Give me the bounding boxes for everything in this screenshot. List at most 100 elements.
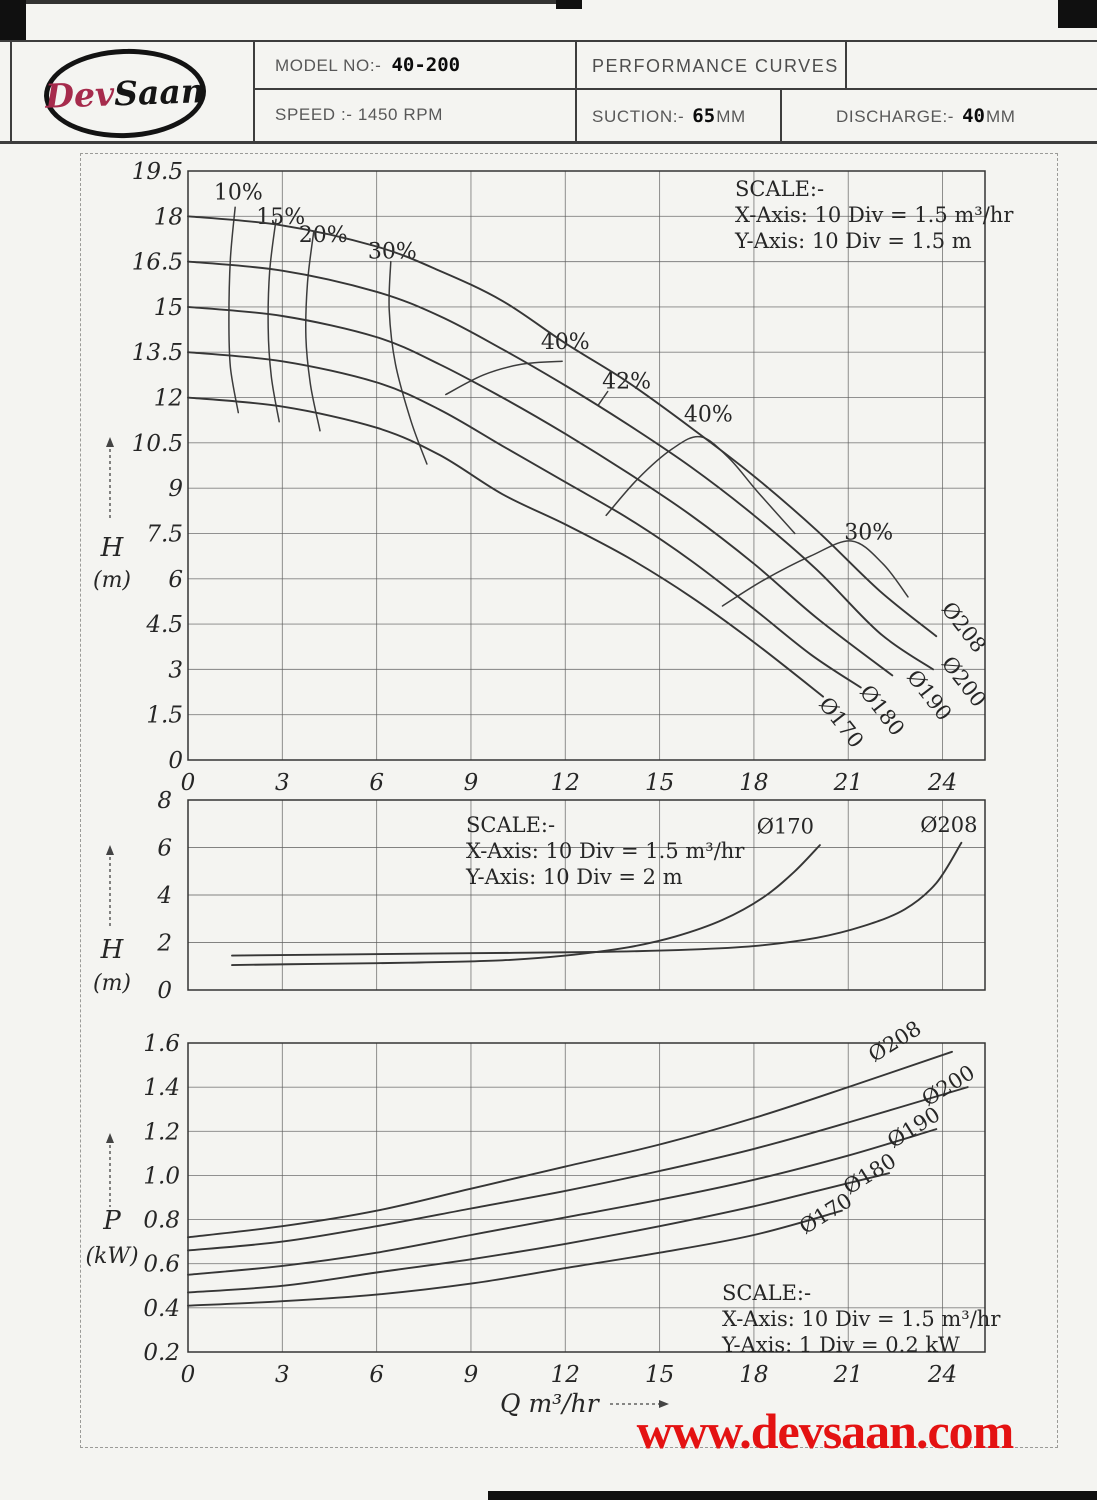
scale-note-line: X-Axis: 10 Div = 1.5 m³/hr	[466, 839, 745, 863]
suction-label: SUCTION:-	[592, 107, 685, 126]
chart-npsh: 8 6 4 2 0 Ø170 Ø208 SCALE:-X-Axis: 10 Div = 1.5…	[93, 788, 986, 1004]
plot-frame	[187, 1042, 986, 1353]
x-tick-label: 0	[181, 1362, 196, 1388]
table-border-line	[253, 88, 1097, 90]
curve-dia-208	[187, 1050, 953, 1239]
efficiency-label-eff-10: 10%	[214, 181, 263, 206]
series-label-dia-208: Ø208	[937, 597, 991, 657]
sheet-title: PERFORMANCE CURVES	[592, 56, 839, 76]
y-axis-letter: H	[100, 533, 125, 563]
discharge-value: 40	[962, 105, 985, 127]
x-tick-label: 24	[927, 770, 957, 796]
efficiency-curve-eff-40-right	[605, 435, 796, 535]
efficiency-curve-eff-42	[597, 390, 609, 406]
y-tick-label: 4.5	[145, 612, 183, 638]
efficiency-curve-eff-30-left	[388, 260, 428, 465]
y-tick-label: 9	[168, 476, 183, 502]
table-border-line	[575, 40, 577, 141]
suction-value: 65	[692, 105, 716, 127]
efficiency-curve-eff-10	[228, 206, 240, 414]
y-tick-label: 6	[168, 567, 183, 593]
y-axis-letter: P	[102, 1206, 121, 1236]
efficiency-label-eff-20: 20%	[299, 223, 348, 248]
y-axis-letter: H	[100, 935, 125, 965]
x-tick-label: 21	[833, 1362, 863, 1388]
y-tick-label: 16.5	[132, 250, 183, 276]
sheet-border	[80, 153, 1058, 1448]
x-tick-label: 21	[833, 770, 863, 796]
y-tick-label: 0	[157, 978, 172, 1004]
chart-power: 1.6 1.4 1.2 1.0 0.8 0.6 0.4 0.20 3 6 9 12 15 18 21 24 Ø2…	[85, 1016, 1001, 1418]
table-border-line	[780, 90, 782, 141]
y-tick-label: 0.4	[143, 1296, 180, 1322]
series-label-dia-208: Ø208	[920, 813, 977, 837]
curve-dia-170	[187, 1209, 843, 1307]
series-label-dia-170: Ø170	[795, 1188, 856, 1239]
y-tick-label: 6	[157, 836, 172, 862]
y-axis-unit: (m)	[93, 971, 131, 996]
x-axis-arrow-head	[659, 1400, 669, 1408]
y-tick-label: 19.5	[132, 159, 183, 185]
efficiency-label-eff-30-right: 30%	[844, 521, 893, 546]
y-axis-arrow-head	[106, 845, 114, 855]
scan-artifact	[1058, 0, 1097, 28]
y-tick-label: 15	[154, 295, 183, 321]
y-tick-label: 4	[156, 883, 172, 909]
curve-dia-180	[187, 351, 862, 689]
y-tick-label: 0.8	[143, 1208, 180, 1234]
efficiency-curve-eff-20	[305, 230, 321, 432]
y-tick-label: 0.6	[143, 1252, 180, 1278]
table-border-line	[0, 40, 1097, 42]
curve-dia-190	[187, 1128, 938, 1276]
x-tick-label: 9	[464, 1362, 479, 1388]
website-watermark: www.devsaan.com	[636, 1403, 1015, 1459]
y-tick-label: 1.5	[146, 703, 183, 729]
plot-frame	[187, 170, 986, 761]
curve-dia-208	[187, 215, 938, 638]
y-axis-unit: (kW)	[85, 1244, 138, 1269]
scan-artifact	[556, 0, 582, 9]
x-tick-label: 0	[181, 770, 196, 796]
y-tick-label: 1.6	[143, 1031, 180, 1057]
series-label-dia-170: Ø170	[757, 814, 814, 838]
y-tick-label: 12	[154, 386, 183, 412]
x-tick-label: 3	[275, 1362, 290, 1388]
y-tick-label: 0.2	[143, 1340, 180, 1366]
y-axis-arrow-head	[106, 1133, 114, 1143]
efficiency-curve-eff-15	[267, 218, 280, 423]
scale-note-line: Y-Axis: 10 Div = 2 m	[465, 865, 683, 889]
y-axis-arrow-head	[106, 437, 114, 447]
curve-dia-180	[187, 1172, 891, 1294]
x-tick-label: 15	[645, 1362, 674, 1388]
curve-dia-208	[231, 841, 963, 957]
speed-value: 1450 RPM	[357, 105, 443, 124]
x-tick-label: 18	[739, 770, 768, 796]
scale-note-line: X-Axis: 10 Div = 1.5 m³/hr	[735, 203, 1014, 227]
curve-dia-170	[187, 396, 825, 698]
y-tick-label: 0	[168, 748, 183, 774]
suction-unit: MM	[716, 107, 746, 126]
y-tick-label: 2	[156, 931, 172, 957]
speed-label: SPEED :-	[275, 105, 353, 124]
scale-note-line: X-Axis: 10 Div = 1.5 m³/hr	[722, 1307, 1001, 1331]
suction-cell: SUCTION:- 65MM	[592, 105, 746, 127]
speed-cell: SPEED :- 1450 RPM	[275, 105, 443, 125]
y-tick-label: 18	[154, 204, 183, 230]
scale-note-line: SCALE:-	[735, 177, 824, 201]
plot-frame	[187, 799, 986, 991]
curve-dia-190	[187, 305, 894, 677]
discharge-cell: DISCHARGE:- 40MM	[836, 105, 1015, 127]
scale-note-line: SCALE:-	[722, 1281, 811, 1305]
discharge-unit: MM	[985, 107, 1016, 126]
x-tick-label: 15	[645, 770, 674, 796]
chart-head-capacity: 19.5 18 16.5 15 13.5 12 10.5 9 7.5 6 4.5 3 1.5 00 3 6 9 1…	[93, 159, 1014, 796]
model-label: MODEL NO:-	[275, 56, 382, 75]
y-tick-label: 7.5	[146, 521, 183, 547]
table-border-line	[253, 40, 255, 141]
x-tick-label: 6	[369, 1362, 384, 1388]
x-tick-label: 6	[369, 770, 384, 796]
series-label-dia-208: Ø208	[864, 1016, 925, 1067]
x-tick-label: 3	[275, 770, 290, 796]
curve-dia-200	[187, 260, 935, 671]
